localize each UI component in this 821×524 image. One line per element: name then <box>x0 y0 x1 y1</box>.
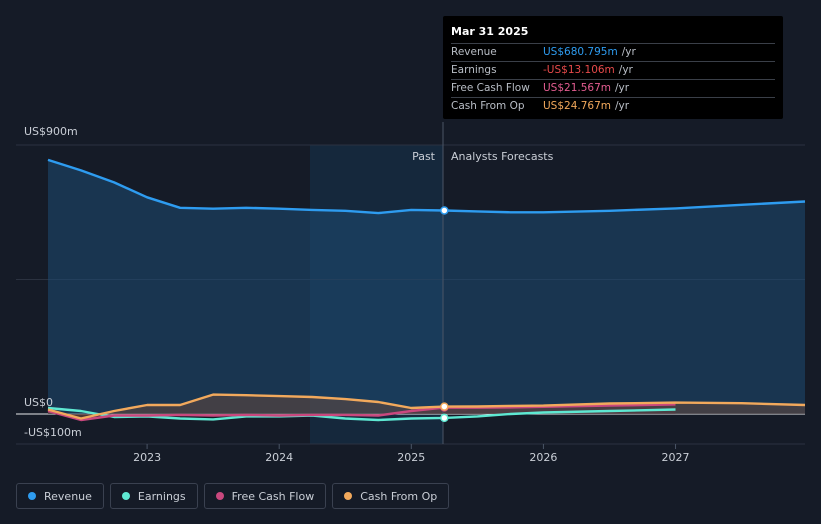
area-revenue <box>48 159 805 414</box>
legend-dot-icon <box>121 492 130 500</box>
y-tick-label-top: US$900m <box>24 125 78 138</box>
line-free-cash-flow <box>47 403 676 422</box>
y-tick-label-bottom: -US$100m <box>24 426 82 439</box>
legend-label: Earnings <box>137 489 186 503</box>
legend: Revenue Earnings Free Cash Flow Cash Fro… <box>16 483 450 509</box>
tooltip-date: Mar 31 2025 <box>451 25 529 38</box>
legend-item-earnings[interactable]: Earnings <box>109 483 198 509</box>
tooltip-label: Earnings <box>451 64 497 76</box>
x-tick-label: 2024 <box>265 451 293 464</box>
tooltip-row-cash-from-op: Cash From Op US$24.767m /yr <box>451 97 775 115</box>
tooltip-row-free-cash-flow: Free Cash Flow US$21.567m /yr <box>451 79 775 97</box>
x-tick-label: 2023 <box>133 451 161 464</box>
y-tick-label-zero: US$0 <box>24 396 53 409</box>
legend-item-free-cash-flow[interactable]: Free Cash Flow <box>203 483 327 509</box>
tooltip-label: Free Cash Flow <box>451 82 530 94</box>
legend-label: Free Cash Flow <box>231 489 315 503</box>
x-tick-label: 2027 <box>662 451 690 464</box>
tooltip-unit: /yr <box>615 100 630 112</box>
x-tick-labels: 2023 2024 2025 2026 2027 <box>133 444 690 464</box>
line-cash-from-op <box>47 393 806 420</box>
legend-label: Cash From Op <box>360 489 438 503</box>
marker-earnings <box>440 413 449 423</box>
area-cash-from-op <box>48 394 805 419</box>
tooltip-row-revenue: Revenue US$680.795m /yr <box>451 43 775 61</box>
past-label: Past <box>412 150 436 163</box>
tooltip-value: US$680.795m <box>543 46 618 58</box>
tooltip-row-earnings: Earnings -US$13.106m /yr <box>451 61 775 79</box>
tooltip-unit: /yr <box>615 82 630 94</box>
marker-cash-from-op <box>440 402 449 411</box>
line-revenue <box>47 158 806 215</box>
tooltip-markers <box>440 206 449 423</box>
tooltip-label: Cash From Op <box>451 100 525 112</box>
tooltip-value: -US$13.106m <box>543 64 615 76</box>
legend-label: Revenue <box>44 489 92 503</box>
forecast-label: Analysts Forecasts <box>451 150 554 163</box>
tooltip-label: Revenue <box>451 46 497 58</box>
x-tick-label: 2026 <box>529 451 557 464</box>
legend-dot-icon <box>215 492 224 500</box>
tooltip: Mar 31 2025 Revenue US$680.795m /yr Earn… <box>443 16 783 119</box>
tooltip-unit: /yr <box>621 46 636 58</box>
legend-dot-icon <box>344 492 353 500</box>
legend-item-revenue[interactable]: Revenue <box>16 483 104 509</box>
x-tick-label: 2025 <box>397 451 425 464</box>
legend-item-cash-from-op[interactable]: Cash From Op <box>332 483 450 509</box>
tooltip-unit: /yr <box>618 64 633 76</box>
tooltip-value: US$21.567m <box>543 82 611 94</box>
marker-revenue <box>440 206 449 215</box>
tooltip-value: US$24.767m <box>543 100 611 112</box>
series-lines <box>47 158 806 422</box>
legend-dot-icon <box>28 492 36 500</box>
